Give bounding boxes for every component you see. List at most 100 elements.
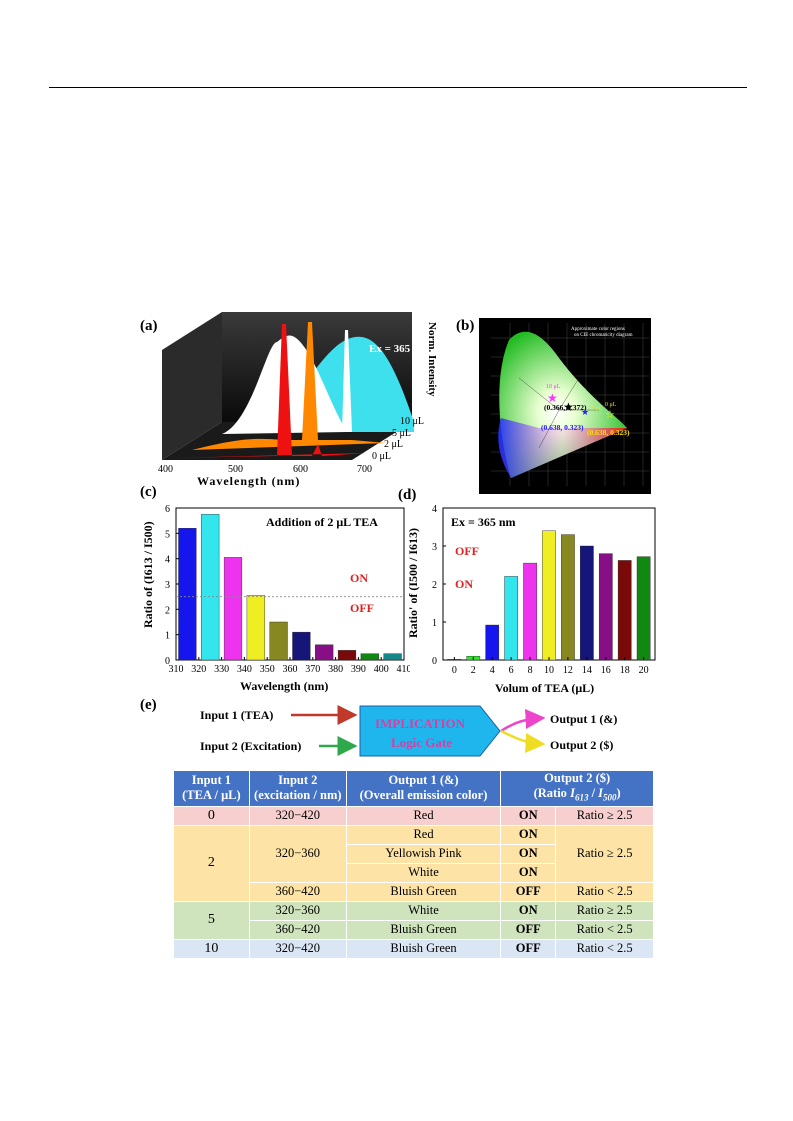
truth-table: Input 1 (TEA / μL) Input 2 (excitation / n…	[173, 770, 654, 959]
cell-color: White	[345, 862, 502, 883]
cie-title-1: Approximate color regions	[571, 327, 625, 332]
cell-state: ON	[500, 862, 557, 883]
cell-excitation: 360−420	[248, 919, 347, 940]
y-tick-label: 4	[165, 555, 170, 566]
series-label-5: 5 μL	[392, 428, 411, 439]
y-tick-label: 6	[165, 504, 170, 515]
output1-label: Output 1 (&)	[550, 712, 617, 726]
x-tick-label: 320	[191, 664, 206, 675]
cell-ratio: Ratio < 2.5	[555, 938, 654, 959]
y-tick-label: 3	[165, 580, 170, 591]
output2-label: Output 2 ($)	[550, 738, 613, 752]
x-tick-label: 16	[601, 665, 611, 676]
cie-pt-blue-label: (0.638, 0.323)	[541, 423, 584, 432]
y-tick-label: 0	[165, 656, 170, 667]
x-tick-label: 310	[169, 664, 184, 675]
cell-color: Bluish Green	[345, 919, 502, 940]
bar-16	[598, 553, 613, 661]
header-rule	[49, 87, 747, 88]
cell-excitation: 320−420	[248, 805, 347, 826]
cell-ratio: Ratio < 2.5	[555, 919, 654, 940]
series-label-0: 0 μL	[372, 451, 391, 462]
x-tick-label: 0	[452, 665, 457, 676]
bar-325	[201, 514, 220, 661]
x-tick-label: 4	[490, 665, 495, 676]
ex-label: Ex = 365 nm	[369, 343, 428, 355]
output2-arrow	[500, 729, 546, 754]
x-tick-600: 600	[293, 464, 308, 475]
cie-small-label-5: 5 μL	[591, 406, 603, 412]
label-c: (c)	[140, 484, 157, 500]
cell-color: Yellowish Pink	[345, 843, 502, 864]
x-tick-label: 350	[260, 664, 275, 675]
bar-355	[269, 621, 288, 661]
output1-arrow	[500, 708, 546, 733]
cell-tea: 10	[173, 938, 250, 959]
cie-star-pink: ★	[547, 391, 558, 405]
x-tick-label: 14	[582, 665, 592, 676]
bar-345	[246, 595, 265, 661]
bar-395	[360, 653, 379, 661]
x-tick-label: 390	[351, 664, 366, 675]
series-label-2: 2 μL	[384, 439, 403, 450]
panel-e-logic-gate: Input 1 (TEA) Input 2 (Excitation) IMPLI…	[200, 705, 617, 757]
chart-d-title: Ex = 365 nm	[451, 515, 516, 529]
x-tick-label: 410	[397, 664, 411, 675]
bar-335	[223, 557, 243, 661]
input1-label: Input 1 (TEA)	[200, 708, 273, 722]
table-row: Yellowish Pink ON	[174, 843, 654, 864]
cell-tea: 2	[173, 824, 250, 902]
x-tick-label: 330	[214, 664, 229, 675]
bar-10	[542, 530, 556, 661]
input2-label: Input 2 (Excitation)	[200, 739, 301, 753]
cie-blue-red-region	[498, 418, 627, 478]
cie-small-label-0: 0 μL	[605, 402, 617, 408]
bar-375	[315, 644, 334, 661]
x-tick-label: 360	[283, 664, 298, 675]
label-d: (d)	[398, 487, 417, 503]
panel-b-cie-diagram: Approximate color regions on CIE chromat…	[479, 318, 651, 494]
table-row: 0 320−420 Red ON Ratio ≥ 2.5	[173, 805, 654, 826]
cell-color: White	[345, 900, 502, 921]
cell-state: ON	[500, 843, 557, 864]
y-tick-label: 2	[432, 580, 437, 591]
y-tick-label: 3	[432, 542, 437, 553]
side-wall	[162, 312, 222, 460]
y-tick-label: 4	[432, 504, 437, 515]
cie-pt-white-label: (0.366, 0.372)	[544, 403, 587, 412]
y-tick-label: 5	[165, 529, 170, 540]
header-output1: Output 1 (&) (Overall emission color)	[345, 770, 502, 807]
bar-4	[485, 624, 500, 661]
bar-365	[292, 631, 311, 661]
label-a: (a)	[140, 318, 158, 334]
x-tick-500: 500	[228, 464, 243, 475]
x-tick-label: 340	[237, 664, 252, 675]
chart-c-on: ON	[350, 571, 368, 585]
cell-state: ON	[500, 805, 557, 826]
cell-ratio: Ratio ≥ 2.5	[555, 900, 654, 921]
cell-color: Red	[345, 805, 502, 826]
cell-color: Bluish Green	[345, 881, 502, 902]
cell-excitation: 360−420	[248, 881, 347, 902]
chart-d-xlabel: Volum of TEA (μL)	[495, 681, 594, 695]
y-tick-label: 1	[165, 631, 170, 642]
cell-excitation: 320−360	[248, 900, 347, 921]
bar-18	[617, 560, 632, 661]
header-input2: Input 2 (excitation / nm)	[248, 770, 347, 807]
x-tick-label: 18	[620, 665, 630, 676]
label-e: (e)	[140, 697, 157, 713]
chart-d-on: ON	[455, 577, 473, 591]
chart-c-ylabel: Ratio of (I613 / I500)	[141, 521, 155, 628]
cell-state: OFF	[500, 919, 557, 940]
x-tick-700: 700	[357, 464, 372, 475]
x-tick-label: 20	[639, 665, 649, 676]
cie-pt-yellow-label: (0.638, 0.323)	[587, 428, 630, 437]
cell-state: ON	[500, 900, 557, 921]
cell-excitation: 320−360	[248, 824, 347, 883]
table-row: 10 320−420 Bluish Green OFF Ratio < 2.5	[173, 938, 654, 959]
cell-ratio: Ratio ≥ 2.5	[555, 824, 654, 883]
chart-d-off: OFF	[455, 544, 479, 558]
x-tick-label: 12	[563, 665, 573, 676]
bar-385	[337, 650, 357, 661]
